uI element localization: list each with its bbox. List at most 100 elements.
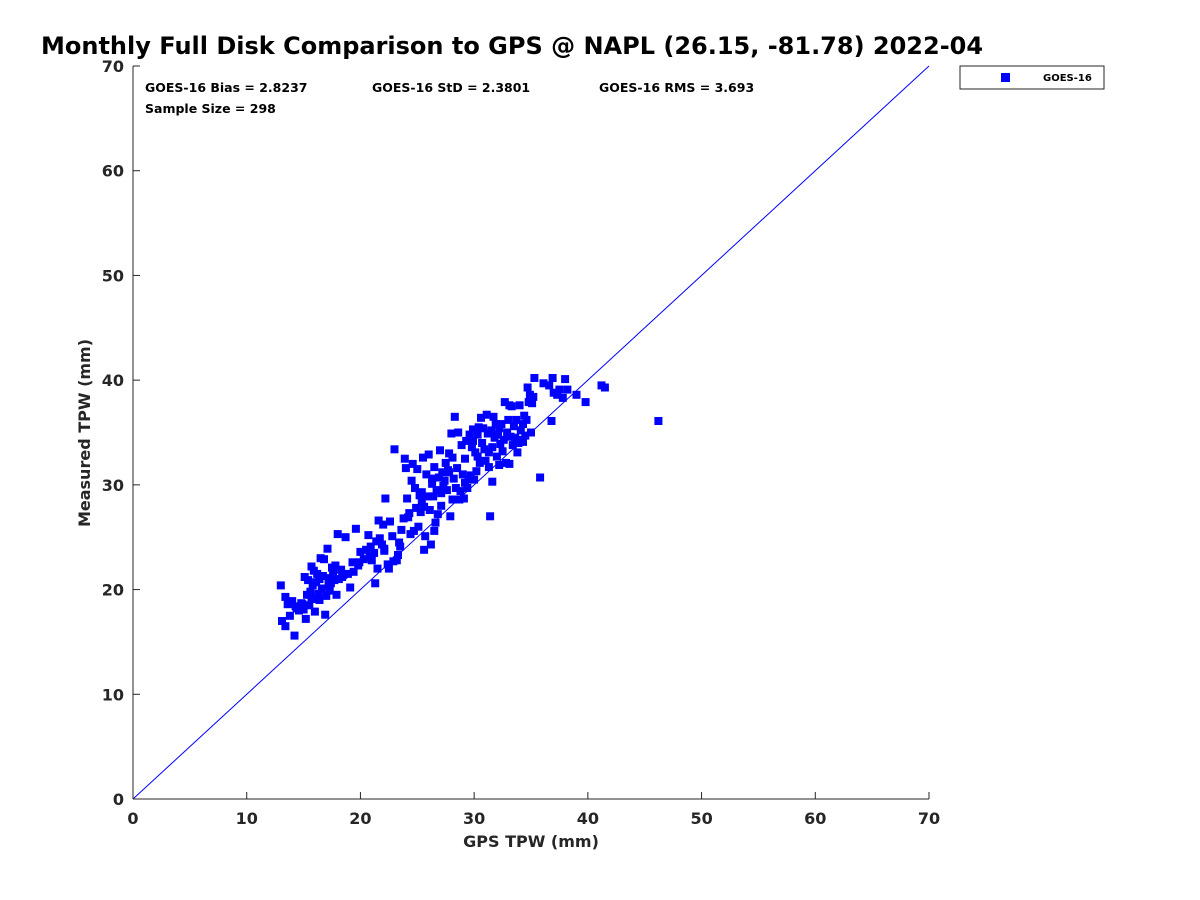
data-point [581,398,590,407]
data-point [359,555,368,564]
data-point [498,447,507,456]
data-point [563,385,572,394]
data-point [446,512,455,521]
data-point [506,432,515,441]
data-point [341,533,350,542]
data-point [520,411,529,420]
data-point [419,453,427,462]
data-point [295,606,303,615]
data-point [474,423,483,432]
data-point [411,484,419,492]
data-point [330,576,339,585]
data-point [487,426,496,435]
data-point [365,553,374,562]
data-point [503,428,512,437]
rms-stat: GOES-16 RMS = 3.693 [599,80,754,95]
data-points [276,374,663,640]
data-point [505,459,514,468]
data-point [465,430,474,439]
data-point [481,456,490,465]
legend: GOES-16 [959,65,1105,90]
data-point [482,410,491,419]
data-point [466,471,475,480]
data-point [451,484,460,492]
x-ticks: 0 10 20 30 40 50 60 70 [127,792,940,828]
data-point [278,617,286,625]
data-point [401,464,410,473]
data-point [511,433,520,442]
data-point [321,610,330,619]
data-point [395,538,404,547]
data-point [434,473,443,482]
data-point [539,379,548,388]
data-point [462,436,471,445]
data-point [455,495,464,504]
data-point [348,558,357,567]
data-point [494,430,502,439]
data-point [313,569,322,578]
x-axis-label: GPS TPW (mm) [463,832,599,851]
data-point [477,413,485,422]
data-point [416,508,425,517]
y-tick-label: 60 [102,162,124,181]
data-point [459,494,468,503]
data-point [420,545,429,554]
data-point [441,458,450,467]
data-point [298,600,307,609]
data-point [428,479,437,488]
data-point [436,446,444,455]
data-point [495,461,504,469]
data-point [366,542,375,551]
data-point [572,390,581,399]
data-point [548,374,557,382]
data-point [445,468,454,477]
data-point [364,531,373,540]
data-point [325,586,334,595]
data-point [484,463,493,472]
data-point [331,561,340,570]
data-point [276,581,285,590]
data-point [332,590,341,599]
data-point [323,544,332,553]
legend-marker [1001,73,1010,82]
data-point [505,401,514,410]
y-ticks: 0 10 20 30 40 50 60 70 [102,57,140,809]
data-point [475,458,484,467]
y-tick-label: 0 [113,790,124,809]
data-point [519,437,527,446]
bias-stat: GOES-16 Bias = 2.8237 [145,80,307,95]
data-point [432,486,441,495]
data-point [438,468,447,477]
data-point [472,467,481,476]
data-point [306,587,315,596]
data-point [530,374,539,382]
y-axis-label: Measured TPW (mm) [75,339,94,527]
x-tick-label: 50 [690,809,712,828]
y-tick-label: 50 [102,266,124,285]
data-point [404,513,413,522]
data-point [307,562,316,571]
data-point [374,516,383,525]
data-point [399,514,408,523]
data-point [461,454,469,463]
data-point [423,492,432,501]
data-point [447,429,456,438]
data-point [314,589,323,598]
data-point [473,452,482,461]
data-point [380,546,389,555]
data-point [370,548,379,557]
y-tick-label: 20 [102,581,124,600]
data-point [461,478,469,487]
data-point [489,412,498,421]
data-point [307,593,316,602]
data-point [522,415,531,424]
data-point [463,484,472,492]
data-point [362,545,371,554]
x-tick-label: 10 [236,809,258,828]
data-point [409,526,418,535]
data-point [516,426,525,435]
data-point [448,453,457,462]
data-point [384,564,393,573]
data-point [356,547,365,556]
data-point [512,415,521,424]
